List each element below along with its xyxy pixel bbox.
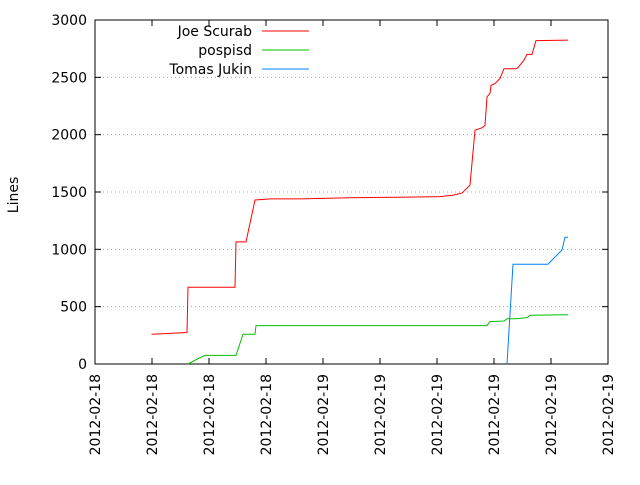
- y-axis-label: Lines: [6, 177, 22, 213]
- x-tick-label: 2012-02-19: [601, 374, 617, 455]
- series-line: [187, 314, 569, 365]
- series-line: [151, 39, 569, 335]
- y-tick-label: 500: [60, 300, 87, 316]
- axes: 0 500 1000 1500 2000 2500 3000 2012-02-18 2012-0…: [51, 13, 617, 455]
- y-tick-label: 0: [78, 357, 87, 373]
- y-tick-label: 1500: [51, 185, 87, 201]
- x-tick-label: 2012-02-18: [145, 374, 161, 455]
- legend-label: Tomas Jukin: [168, 62, 252, 78]
- gridlines: [95, 76, 608, 308]
- x-tick-label: 2012-02-18: [259, 374, 275, 455]
- x-tick-label: 2012-02-19: [373, 374, 389, 455]
- x-tick-label: 2012-02-18: [88, 374, 104, 455]
- legend: Joe Scurab pospisd Tomas Jukin: [168, 24, 309, 78]
- series-lines: [151, 39, 569, 365]
- legend-label: Joe Scurab: [177, 24, 253, 40]
- x-tick-label: 2012-02-19: [430, 374, 446, 455]
- x-tick-label: 2012-02-18: [202, 374, 218, 455]
- y-tick-label: 2500: [51, 70, 87, 86]
- x-tick-label: 2012-02-19: [316, 374, 332, 455]
- legend-label: pospisd: [198, 43, 252, 59]
- y-tick-label: 2000: [51, 128, 87, 144]
- x-tick-label: 2012-02-19: [487, 374, 503, 455]
- y-tick-label: 1000: [51, 242, 87, 258]
- y-tick-label: 3000: [51, 13, 87, 29]
- x-tick-label: 2012-02-19: [544, 374, 560, 455]
- series-line: [506, 236, 568, 365]
